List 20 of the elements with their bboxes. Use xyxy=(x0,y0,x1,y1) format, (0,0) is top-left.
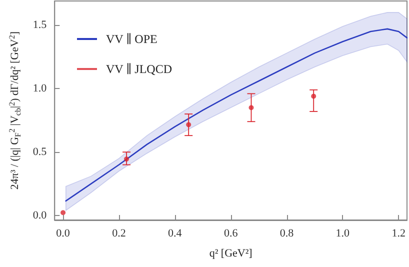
text: 24π³ / (|q| GF2 |Vcb|2) dΓ/dq² [GeV2] xyxy=(8,31,22,190)
point xyxy=(186,122,192,128)
y-tick-label: 0.0 xyxy=(32,210,48,222)
x-tick-label: 1.2 xyxy=(392,228,406,240)
x-tick-label: 0.2 xyxy=(112,228,126,240)
y-tick-label: 1.5 xyxy=(32,19,48,32)
legend-label: VV ∥ OPE xyxy=(106,32,158,46)
y-tick-label: 0.5 xyxy=(32,146,48,158)
point xyxy=(60,210,66,216)
x-tick-label: 0.8 xyxy=(280,228,294,240)
point xyxy=(248,105,254,110)
x-axis-title: q² [GeV²] xyxy=(209,248,252,260)
x-tick-label: 0.6 xyxy=(224,228,238,240)
x-tick-label: 0.4 xyxy=(168,228,182,240)
point xyxy=(311,94,316,99)
point xyxy=(124,156,130,162)
x-tick-label: 1.0 xyxy=(336,228,350,240)
y-tick-label: 1.0 xyxy=(32,82,48,95)
legend-label: VV ∥ JLQCD xyxy=(106,62,172,76)
x-tick-label: 0.0 xyxy=(56,228,70,240)
